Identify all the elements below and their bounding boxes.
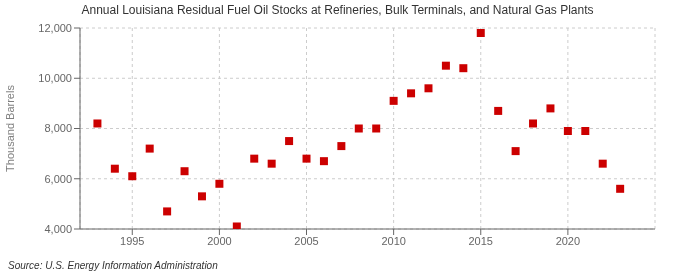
svg-text:2000: 2000 xyxy=(207,235,231,247)
svg-text:2015: 2015 xyxy=(469,235,493,247)
svg-text:8,000: 8,000 xyxy=(44,122,72,134)
html-text:Annual Louisiana Residual Fuel: Annual Louisiana Residual Fuel Oil Stock… xyxy=(81,3,594,17)
svg-text:4,000: 4,000 xyxy=(44,223,72,235)
svg-text:2005: 2005 xyxy=(294,235,318,247)
svg-text:2020: 2020 xyxy=(556,235,580,247)
svg-text:2010: 2010 xyxy=(381,235,405,247)
svg-text:10,000: 10,000 xyxy=(38,72,72,84)
svg-text:6,000: 6,000 xyxy=(44,173,72,185)
html-text:Source: U.S. Energy Informatio: Source: U.S. Energy Information Administ… xyxy=(8,260,218,271)
svg-text:Thousand Barrels: Thousand Barrels xyxy=(8,85,16,172)
svg-text:1995: 1995 xyxy=(120,235,144,247)
svg-text:12,000: 12,000 xyxy=(38,22,72,34)
